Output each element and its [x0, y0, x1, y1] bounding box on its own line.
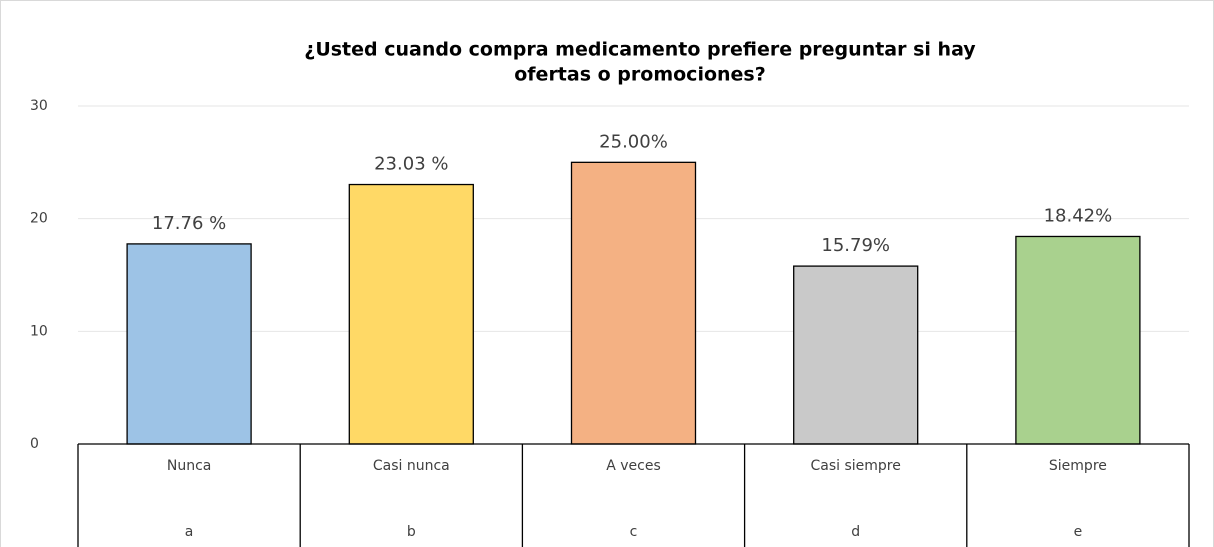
y-tick-label: 20: [30, 211, 48, 227]
data-label: 18.42%: [1044, 205, 1113, 226]
y-tick-label: 0: [30, 436, 39, 452]
x-tick-label: Siempre: [1049, 458, 1107, 474]
x-subcategory-label: c: [630, 524, 638, 540]
data-label: 17.76 %: [152, 213, 226, 234]
bar: [1015, 235, 1141, 445]
x-tick-label: A veces: [606, 458, 661, 474]
x-tick-label: Nunca: [167, 458, 212, 474]
data-label: 23.03 %: [374, 154, 448, 175]
bar: [126, 243, 252, 445]
y-tick-label: 30: [30, 98, 48, 114]
x-tick-label: Casi siempre: [811, 458, 901, 474]
bar: [793, 265, 919, 445]
x-tick-label: Casi nunca: [373, 458, 450, 474]
chart-title: ofertas o promociones?: [514, 64, 766, 86]
bar: [570, 161, 697, 445]
x-subcategory-label: d: [851, 524, 860, 540]
x-subcategory-label: e: [1074, 524, 1083, 540]
data-label: 25.00%: [599, 131, 668, 152]
chart-title: ¿Usted cuando compra medicamento prefier…: [304, 39, 976, 61]
x-subcategory-label: b: [407, 524, 416, 540]
bar: [348, 183, 474, 445]
data-label: 15.79%: [821, 235, 890, 256]
y-tick-label: 10: [30, 323, 48, 339]
x-subcategory-label: a: [185, 524, 194, 540]
